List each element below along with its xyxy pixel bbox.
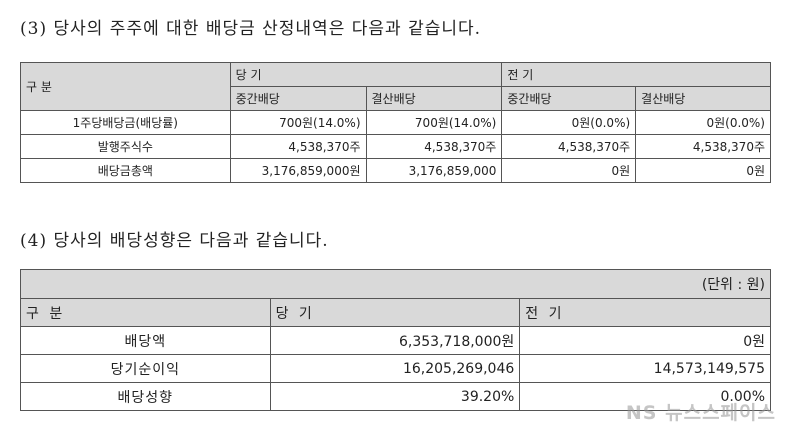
cell-value: 700원(14.0%) <box>229 110 367 135</box>
cell-value: 0원(0.0%) <box>501 110 637 135</box>
watermark-logo: NS 뉴스스페이스 <box>625 402 776 424</box>
cell-value: 16,205,269,046 <box>269 354 521 383</box>
cell-value: 0원 <box>501 158 637 183</box>
cell-value: 0원 <box>635 158 771 183</box>
section-3-heading: (3) 당사의 주주에 대한 배당금 산정내역은 다음과 같습니다. <box>20 19 482 39</box>
row-label: 배당성향 <box>20 382 271 411</box>
cell-value: 4,538,370주 <box>365 134 503 159</box>
header-category: 구 분 <box>20 62 231 111</box>
header-previous-final: 결산배당 <box>635 86 771 111</box>
header-current-period: 당 기 <box>269 298 521 327</box>
dividend-payout-table: (단위 : 원) 구 분 당 기 전 기 배당액 6,353,718,000원 … <box>20 269 771 411</box>
table-row: 1주당배당금(배당률) 700원(14.0%) 700원(14.0%) 0원(0… <box>20 110 771 135</box>
cell-value: 0원(0.0%) <box>635 110 771 135</box>
row-label: 발행주식수 <box>20 134 231 159</box>
header-current-final: 결산배당 <box>365 86 503 111</box>
cell-value: 4,538,370주 <box>501 134 637 159</box>
table-row: 배당금총액 3,176,859,000원 3,176,859,000 0원 0원 <box>20 158 771 183</box>
table-header-row: 구 분 당 기 전 기 <box>20 298 771 327</box>
table-row: 당기순이익 16,205,269,046 14,573,149,575 <box>20 354 771 383</box>
row-label: 배당금총액 <box>20 158 231 183</box>
header-previous-period: 전 기 <box>519 298 771 327</box>
cell-value: 700원(14.0%) <box>365 110 503 135</box>
cell-value: 39.20% <box>269 382 521 411</box>
row-label: 1주당배당금(배당률) <box>20 110 231 135</box>
cell-value: 6,353,718,000원 <box>269 326 521 355</box>
cell-value: 14,573,149,575 <box>519 354 771 383</box>
section-4-heading: (4) 당사의 배당성향은 다음과 같습니다. <box>20 231 329 251</box>
table-subheader-row: 중간배당 결산배당 중간배당 결산배당 <box>21 86 771 111</box>
cell-value: 3,176,859,000 <box>365 158 503 183</box>
unit-label: (단위 : 원) <box>20 269 771 299</box>
header-previous-interim: 중간배당 <box>501 86 637 111</box>
dividend-calculation-table: 구 분 당 기 전 기 중간배당 결산배당 중간배당 결산배당 1주당배당금(배… <box>20 62 771 183</box>
table-row: 발행주식수 4,538,370주 4,538,370주 4,538,370주 4… <box>20 134 771 159</box>
cell-value: 0.00% <box>519 382 771 411</box>
header-current-period: 당 기 <box>229 62 503 87</box>
row-label: 당기순이익 <box>20 354 271 383</box>
cell-value: 4,538,370주 <box>635 134 771 159</box>
row-label: 배당액 <box>20 326 271 355</box>
cell-value: 4,538,370주 <box>229 134 367 159</box>
table-row: 배당성향 39.20% 0.00% <box>20 382 771 411</box>
cell-value: 3,176,859,000원 <box>229 158 367 183</box>
header-previous-period: 전 기 <box>501 62 771 87</box>
table-header-row: 구 분 당 기 전 기 <box>20 62 771 111</box>
header-current-interim: 중간배당 <box>229 86 367 111</box>
cell-value: 0원 <box>519 326 771 355</box>
table-row: 배당액 6,353,718,000원 0원 <box>20 326 771 355</box>
unit-row: (단위 : 원) <box>20 269 771 299</box>
header-category: 구 분 <box>20 298 271 327</box>
